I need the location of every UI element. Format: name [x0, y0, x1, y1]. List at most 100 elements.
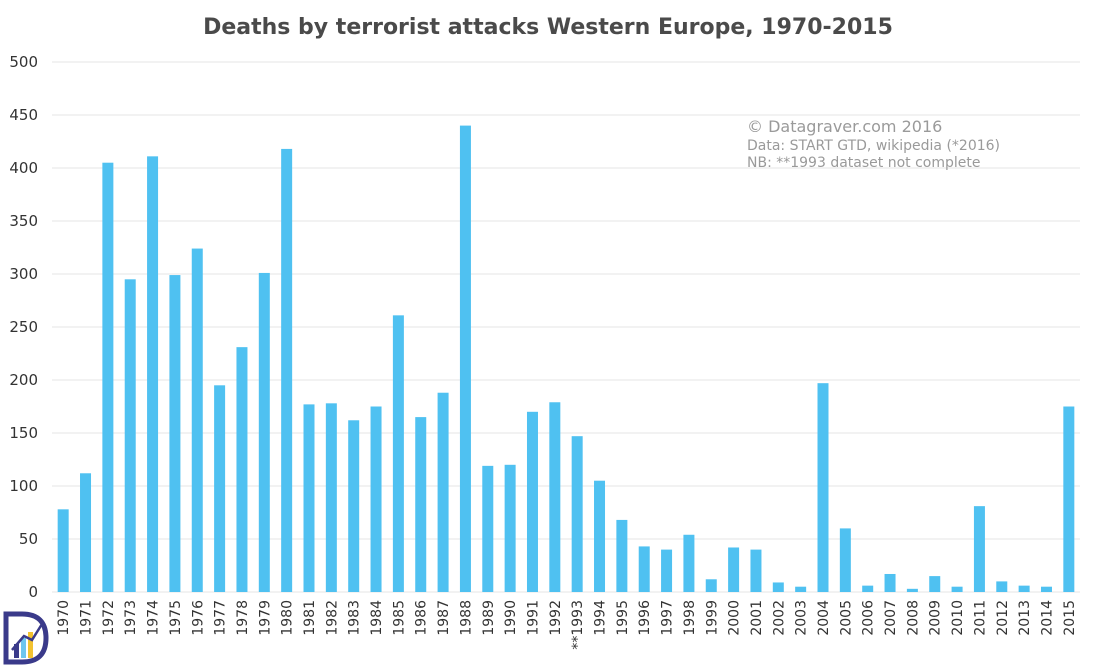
bar-1981 — [303, 404, 315, 592]
bar-2001 — [750, 549, 762, 592]
bar-1994 — [594, 480, 606, 592]
y-tick-label: 500 — [9, 53, 38, 71]
bar-2004 — [817, 383, 829, 592]
x-tick-label: 2003 — [794, 600, 810, 636]
chart-title: Deaths by terrorist attacks Western Euro… — [203, 15, 893, 40]
bar-1971 — [80, 473, 92, 592]
x-tick-label: 2012 — [995, 600, 1011, 636]
bar-2000 — [728, 547, 740, 592]
bar-2009 — [929, 576, 941, 592]
x-tick-label: 2007 — [883, 600, 899, 636]
x-tick-label: 1999 — [704, 600, 720, 636]
bar-1982 — [325, 403, 337, 592]
bar-2007 — [884, 573, 896, 592]
bar-1974 — [147, 156, 159, 592]
datagraver-logo-icon — [3, 611, 49, 665]
x-tick-label: 1980 — [280, 600, 296, 636]
x-axis-ticks: 1970 1971 1972 1973 1974 1975 1976 1977 1978 1979… — [56, 600, 1078, 650]
x-tick-label: 1971 — [79, 600, 95, 636]
x-tick-label: 1974 — [146, 600, 162, 636]
x-tick-label: 2001 — [749, 600, 765, 636]
x-tick-label: 2015 — [1062, 600, 1078, 636]
x-tick-label: 1987 — [436, 600, 452, 636]
bar-1996 — [638, 546, 650, 592]
x-tick-label: 2000 — [727, 600, 743, 636]
x-tick-label: 1984 — [369, 600, 385, 636]
annotation-block: © Datagraver.com 2016 Data: START GTD, w… — [747, 117, 1000, 171]
x-tick-label: 1998 — [682, 600, 698, 636]
x-tick-label: **1993 — [570, 600, 586, 650]
bar-2002 — [772, 582, 784, 592]
x-tick-label: 1997 — [660, 600, 676, 636]
x-tick-label: 2013 — [1017, 600, 1033, 636]
bar-1986 — [415, 417, 427, 592]
y-tick-label: 200 — [9, 371, 38, 389]
x-tick-label: 2008 — [905, 600, 921, 636]
x-tick-label: 2011 — [972, 600, 988, 636]
annotation-source: Data: START GTD, wikipedia (*2016) — [747, 138, 1000, 154]
bar-1975 — [169, 275, 181, 592]
bar-2011 — [973, 506, 985, 592]
x-tick-label: 1982 — [324, 600, 340, 636]
x-tick-label: 2004 — [816, 600, 832, 636]
y-tick-label: 350 — [9, 212, 38, 230]
x-tick-label: 1973 — [123, 600, 139, 636]
bar-2015 — [1063, 406, 1075, 592]
bar-1988 — [459, 125, 471, 592]
y-tick-label: 150 — [9, 424, 38, 442]
bar-1999 — [705, 579, 717, 592]
x-tick-label: 1983 — [347, 600, 363, 636]
y-tick-label: 300 — [9, 265, 38, 283]
x-tick-label: 2009 — [928, 600, 944, 636]
x-tick-label: 2005 — [838, 600, 854, 636]
bar-1997 — [661, 549, 673, 592]
x-tick-label: 1976 — [190, 600, 206, 636]
x-tick-label: 1988 — [458, 600, 474, 636]
y-tick-label: 250 — [9, 318, 38, 336]
annotation-credit: © Datagraver.com 2016 — [747, 117, 942, 136]
bar-1977 — [214, 385, 226, 592]
bar-2008 — [906, 588, 918, 592]
x-tick-label: 1977 — [213, 600, 229, 636]
bars — [57, 125, 1075, 593]
x-tick-label: 1978 — [235, 600, 251, 636]
x-tick-label: 2010 — [950, 600, 966, 636]
bar-2006 — [862, 585, 874, 592]
bar-1980 — [281, 148, 293, 593]
x-tick-label: 1991 — [525, 600, 541, 636]
x-tick-label: 1972 — [101, 600, 117, 636]
bar-1990 — [504, 464, 516, 592]
bar-1992 — [549, 402, 561, 592]
bar-1993 — [571, 436, 583, 592]
x-tick-label: 1995 — [615, 600, 631, 636]
y-tick-label: 0 — [28, 583, 38, 601]
x-tick-label: 1986 — [414, 600, 430, 636]
bar-2005 — [839, 528, 851, 592]
bar-1978 — [236, 347, 248, 592]
x-tick-label: 1989 — [481, 600, 497, 636]
x-tick-label: 1996 — [637, 600, 653, 636]
bar-1983 — [348, 420, 360, 592]
y-tick-label: 100 — [9, 477, 38, 495]
bar-1970 — [57, 509, 69, 592]
bar-1973 — [124, 279, 136, 592]
bar-2010 — [951, 586, 963, 592]
bar-2013 — [1018, 585, 1030, 592]
x-tick-label: 1975 — [168, 600, 184, 636]
y-tick-label: 50 — [19, 530, 38, 548]
bar-1979 — [258, 272, 270, 592]
annotation-note: NB: **1993 dataset not complete — [747, 155, 980, 171]
x-tick-label: 1994 — [593, 600, 609, 636]
x-tick-label: 1981 — [302, 600, 318, 636]
x-tick-label: 1970 — [56, 600, 72, 636]
bar-1976 — [191, 248, 203, 592]
x-tick-label: 2006 — [861, 600, 877, 636]
bar-1972 — [102, 162, 114, 592]
y-tick-label: 450 — [9, 106, 38, 124]
x-tick-label: 2014 — [1039, 600, 1055, 636]
x-tick-label: 1979 — [257, 600, 273, 636]
bar-1987 — [437, 392, 449, 592]
y-axis-ticks: 0 50 100 150 200 250 300 350 400 450 500 — [9, 53, 38, 601]
bar-1998 — [683, 534, 695, 592]
